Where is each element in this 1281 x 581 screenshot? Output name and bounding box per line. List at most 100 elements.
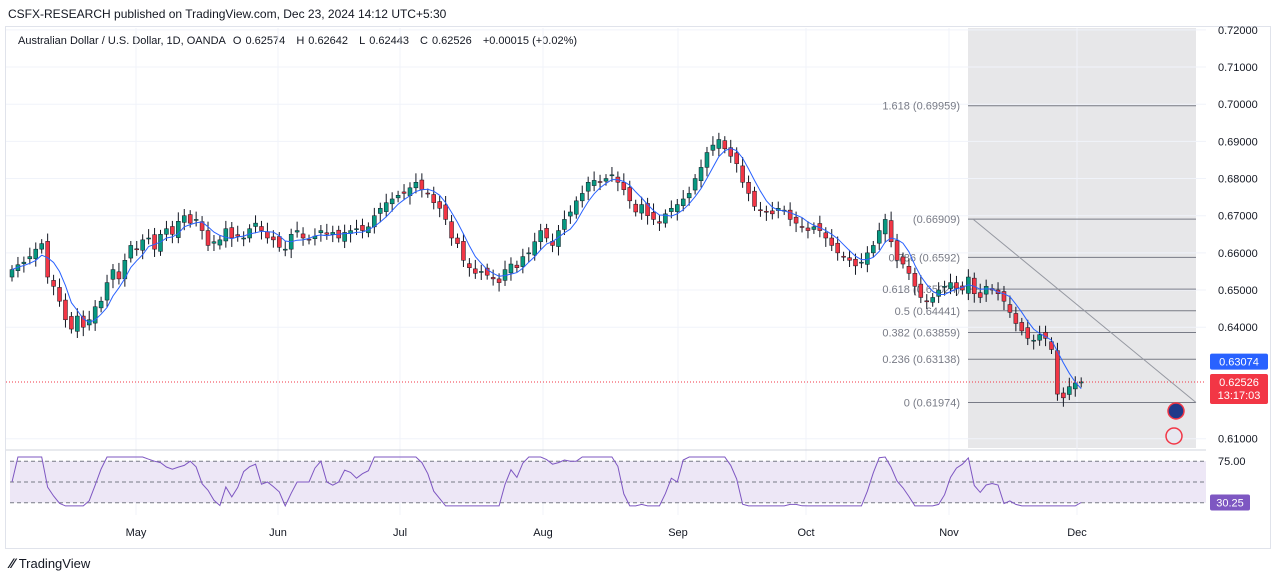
candle-body: [253, 222, 258, 227]
candle-body: [758, 209, 763, 212]
candle-body: [128, 245, 134, 259]
symbol-name[interactable]: Australian Dollar / U.S. Dollar, 1D, OAN…: [18, 35, 226, 47]
candle-body: [520, 256, 526, 267]
candle-body: [811, 226, 817, 230]
candle-body: [532, 241, 537, 256]
candle-body: [568, 211, 573, 217]
candle-body: [383, 202, 389, 212]
candle-body: [140, 239, 145, 251]
candle-body: [378, 208, 383, 214]
candle-body: [746, 181, 751, 194]
tradingview-logo-icon: ⁄⁄: [10, 555, 15, 571]
candle-body: [342, 232, 347, 242]
candle-body: [954, 282, 959, 289]
candle-body: [1055, 350, 1060, 395]
candle-body: [888, 220, 894, 242]
candle-body: [318, 230, 324, 234]
candle-body: [585, 181, 591, 192]
forecast-shade: [968, 28, 1196, 448]
tradingview-brand[interactable]: ⁄⁄ TradingView: [10, 555, 90, 571]
candle-body: [1037, 334, 1042, 341]
candle-body: [633, 203, 638, 213]
candle-body: [918, 283, 924, 298]
y-tick-label: 0.66000: [1218, 248, 1258, 260]
x-tick-label: Jun: [269, 527, 287, 539]
candle-body: [277, 236, 282, 248]
candle-body: [92, 306, 98, 324]
candle-body: [841, 255, 846, 258]
x-tick-label: Oct: [797, 527, 814, 539]
countdown-label: 13:17:03: [1218, 390, 1261, 402]
candle-body: [609, 174, 615, 177]
candle-body: [627, 187, 633, 202]
candle-body: [787, 209, 793, 220]
y-tick-label: 0.69000: [1218, 136, 1258, 148]
candle-body: [1025, 327, 1030, 339]
candle-body: [110, 269, 116, 280]
candle-body: [193, 219, 199, 221]
candle-body: [710, 144, 716, 151]
candle-body: [1067, 386, 1072, 395]
rsi-value-label: 30.25: [1216, 498, 1244, 510]
fib-level-label: 1.618 (0.69959): [882, 101, 960, 113]
candle-body: [621, 181, 627, 190]
candle-body: [259, 226, 264, 231]
candle-body: [265, 231, 270, 239]
candle-body: [401, 191, 407, 194]
rsi-line: [11, 456, 1082, 508]
candle-body: [437, 201, 442, 209]
candle-body: [21, 261, 27, 264]
candle-body: [716, 139, 722, 149]
candle-body: [300, 233, 306, 239]
candle-body: [306, 238, 312, 241]
candle-body: [461, 241, 466, 261]
candle-body: [983, 286, 989, 295]
candle-body: [734, 152, 739, 164]
candle-body: [419, 179, 425, 190]
candle-body: [948, 282, 953, 289]
y-tick-label: 0.72000: [1218, 25, 1258, 37]
candle-body: [490, 277, 496, 280]
candle-body: [942, 286, 947, 288]
ma-value-label: 0.63074: [1219, 357, 1259, 369]
candle-body: [1061, 392, 1066, 399]
candle-body: [473, 268, 478, 274]
candle-body: [1007, 304, 1013, 313]
candle-body: [698, 167, 704, 182]
candle-body: [395, 195, 401, 199]
y-tick-label: 0.67000: [1218, 211, 1258, 223]
x-tick-label: Sep: [668, 527, 688, 539]
candle-body: [645, 203, 650, 216]
candle-body: [876, 230, 882, 244]
candle-body: [764, 210, 769, 213]
candle-body: [75, 315, 80, 332]
candle-body: [413, 181, 419, 189]
candle-body: [835, 242, 840, 254]
x-tick-label: Dec: [1067, 527, 1087, 539]
candle-body: [187, 214, 193, 224]
candle-body: [740, 165, 745, 183]
fib-level-label: 0 (0.61974): [904, 398, 960, 410]
candle-body: [164, 228, 169, 235]
candle-body: [1049, 341, 1054, 350]
candle-body: [508, 263, 514, 274]
candle-body: [496, 278, 502, 283]
candle-body: [752, 190, 757, 207]
candle-body: [579, 193, 585, 202]
y-tick-label: 0.68000: [1218, 174, 1258, 186]
candle-body: [170, 226, 175, 235]
candle-body: [1078, 381, 1084, 384]
price-badge: [1210, 373, 1268, 404]
candle-body: [770, 210, 775, 215]
candle-body: [538, 230, 543, 242]
candle-body: [675, 204, 680, 212]
publisher-line: CSFX-RESEARCH published on TradingView.c…: [8, 7, 447, 21]
candle-body: [104, 282, 110, 301]
australia-flag-icon: [1167, 402, 1185, 420]
candle-body: [669, 208, 674, 212]
candle-body: [853, 258, 858, 267]
candle-body: [69, 316, 74, 330]
candle-body: [591, 180, 597, 186]
candle-body: [930, 297, 935, 303]
